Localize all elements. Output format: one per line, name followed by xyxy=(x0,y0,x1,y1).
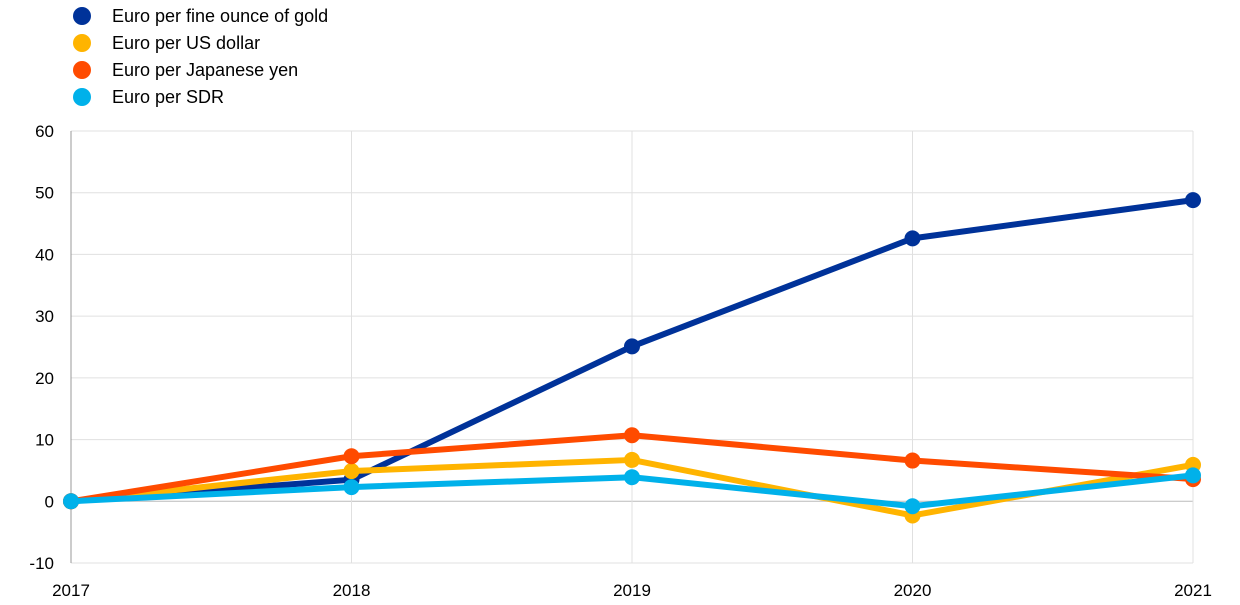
y-tick-label: 50 xyxy=(35,184,54,203)
x-tick-label: 2019 xyxy=(613,581,651,600)
data-point xyxy=(624,338,640,355)
y-tick-label: 60 xyxy=(35,122,54,141)
y-tick-label: 20 xyxy=(35,369,54,388)
series-group xyxy=(63,192,1201,524)
data-point xyxy=(904,230,921,247)
data-point xyxy=(624,469,640,486)
axes: -10 0 10 20 30 40 50 60 2017 2018 2019 2020 2021 xyxy=(29,122,1211,600)
grid xyxy=(70,130,1194,564)
y-tick-label: -10 xyxy=(29,554,54,573)
y-tick-label: 10 xyxy=(35,431,54,450)
series-3 xyxy=(63,467,1201,515)
data-point xyxy=(624,427,640,444)
data-point xyxy=(1185,192,1201,209)
legend-marker xyxy=(73,88,91,106)
legend-label: Euro per Japanese yen xyxy=(112,60,298,80)
data-point xyxy=(1185,467,1201,484)
data-point xyxy=(624,451,640,468)
legend-marker xyxy=(73,61,91,79)
y-tick-label: 0 xyxy=(45,492,54,511)
legend-label: Euro per fine ounce of gold xyxy=(112,6,328,26)
y-tick-label: 40 xyxy=(35,245,54,264)
legend-marker xyxy=(73,7,91,25)
legend-label: Euro per SDR xyxy=(112,87,224,107)
legend-label: Euro per US dollar xyxy=(112,33,260,53)
data-point xyxy=(343,479,360,496)
x-tick-label: 2018 xyxy=(333,581,371,600)
data-point xyxy=(904,498,921,515)
data-point xyxy=(63,493,79,510)
data-point xyxy=(904,452,921,469)
legend: Euro per fine ounce of gold Euro per US d… xyxy=(73,6,328,107)
x-tick-label: 2017 xyxy=(52,581,90,600)
x-tick-label: 2021 xyxy=(1174,581,1212,600)
y-tick-label: 30 xyxy=(35,307,54,326)
legend-marker xyxy=(73,34,91,52)
data-point xyxy=(343,448,360,465)
data-point xyxy=(343,463,360,480)
x-tick-label: 2020 xyxy=(894,581,932,600)
